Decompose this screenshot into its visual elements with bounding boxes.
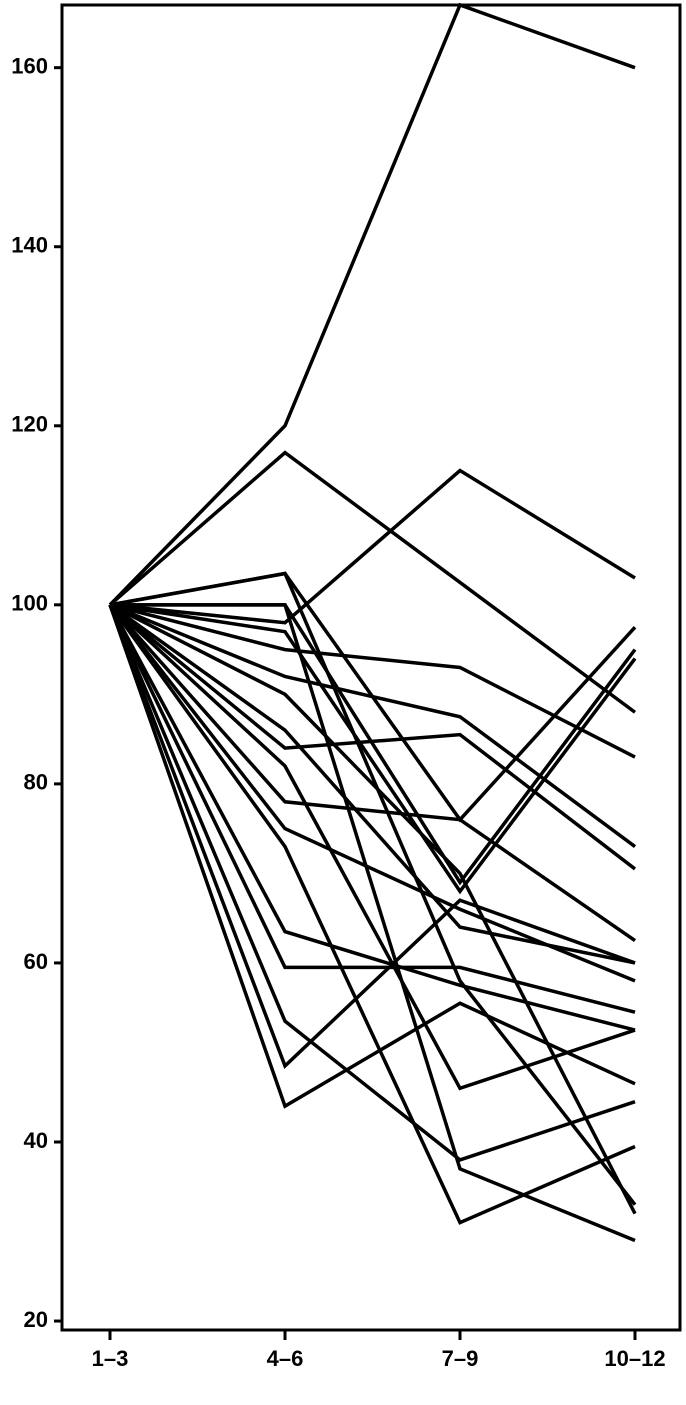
series-line: [109, 603, 636, 759]
series-line: [108, 604, 636, 1069]
series-line: [109, 603, 637, 1215]
y-tick-label: 60: [24, 949, 48, 974]
series-line: [110, 603, 636, 1243]
series-line: [108, 603, 637, 871]
y-tick-label: 120: [11, 412, 48, 437]
series-line: [109, 603, 637, 895]
series-line: [108, 603, 636, 942]
series-line: [108, 604, 636, 1162]
series-line: [108, 603, 636, 1225]
y-tick-label: 80: [24, 770, 48, 795]
series-line: [109, 468, 636, 625]
x-tick-label: 10–12: [604, 1346, 665, 1371]
y-tick-label: 100: [11, 591, 48, 616]
y-tick-label: 160: [11, 53, 48, 78]
y-tick-label: 140: [11, 233, 48, 258]
x-tick-label: 7–9: [442, 1346, 479, 1371]
x-tick-label: 4–6: [267, 1346, 304, 1371]
series-line: [108, 450, 637, 714]
y-tick-label: 40: [24, 1128, 48, 1153]
series-line: [108, 603, 636, 1091]
series-line: [108, 604, 636, 1032]
series-line: [109, 603, 637, 848]
series-line: [108, 604, 636, 1014]
series-line: [108, 2, 636, 607]
plot-frame: [60, 3, 682, 1332]
y-tick-label: 20: [24, 1307, 48, 1332]
x-tick-label: 1–3: [92, 1346, 129, 1371]
series-line: [109, 571, 637, 1206]
series-line: [108, 603, 636, 965]
